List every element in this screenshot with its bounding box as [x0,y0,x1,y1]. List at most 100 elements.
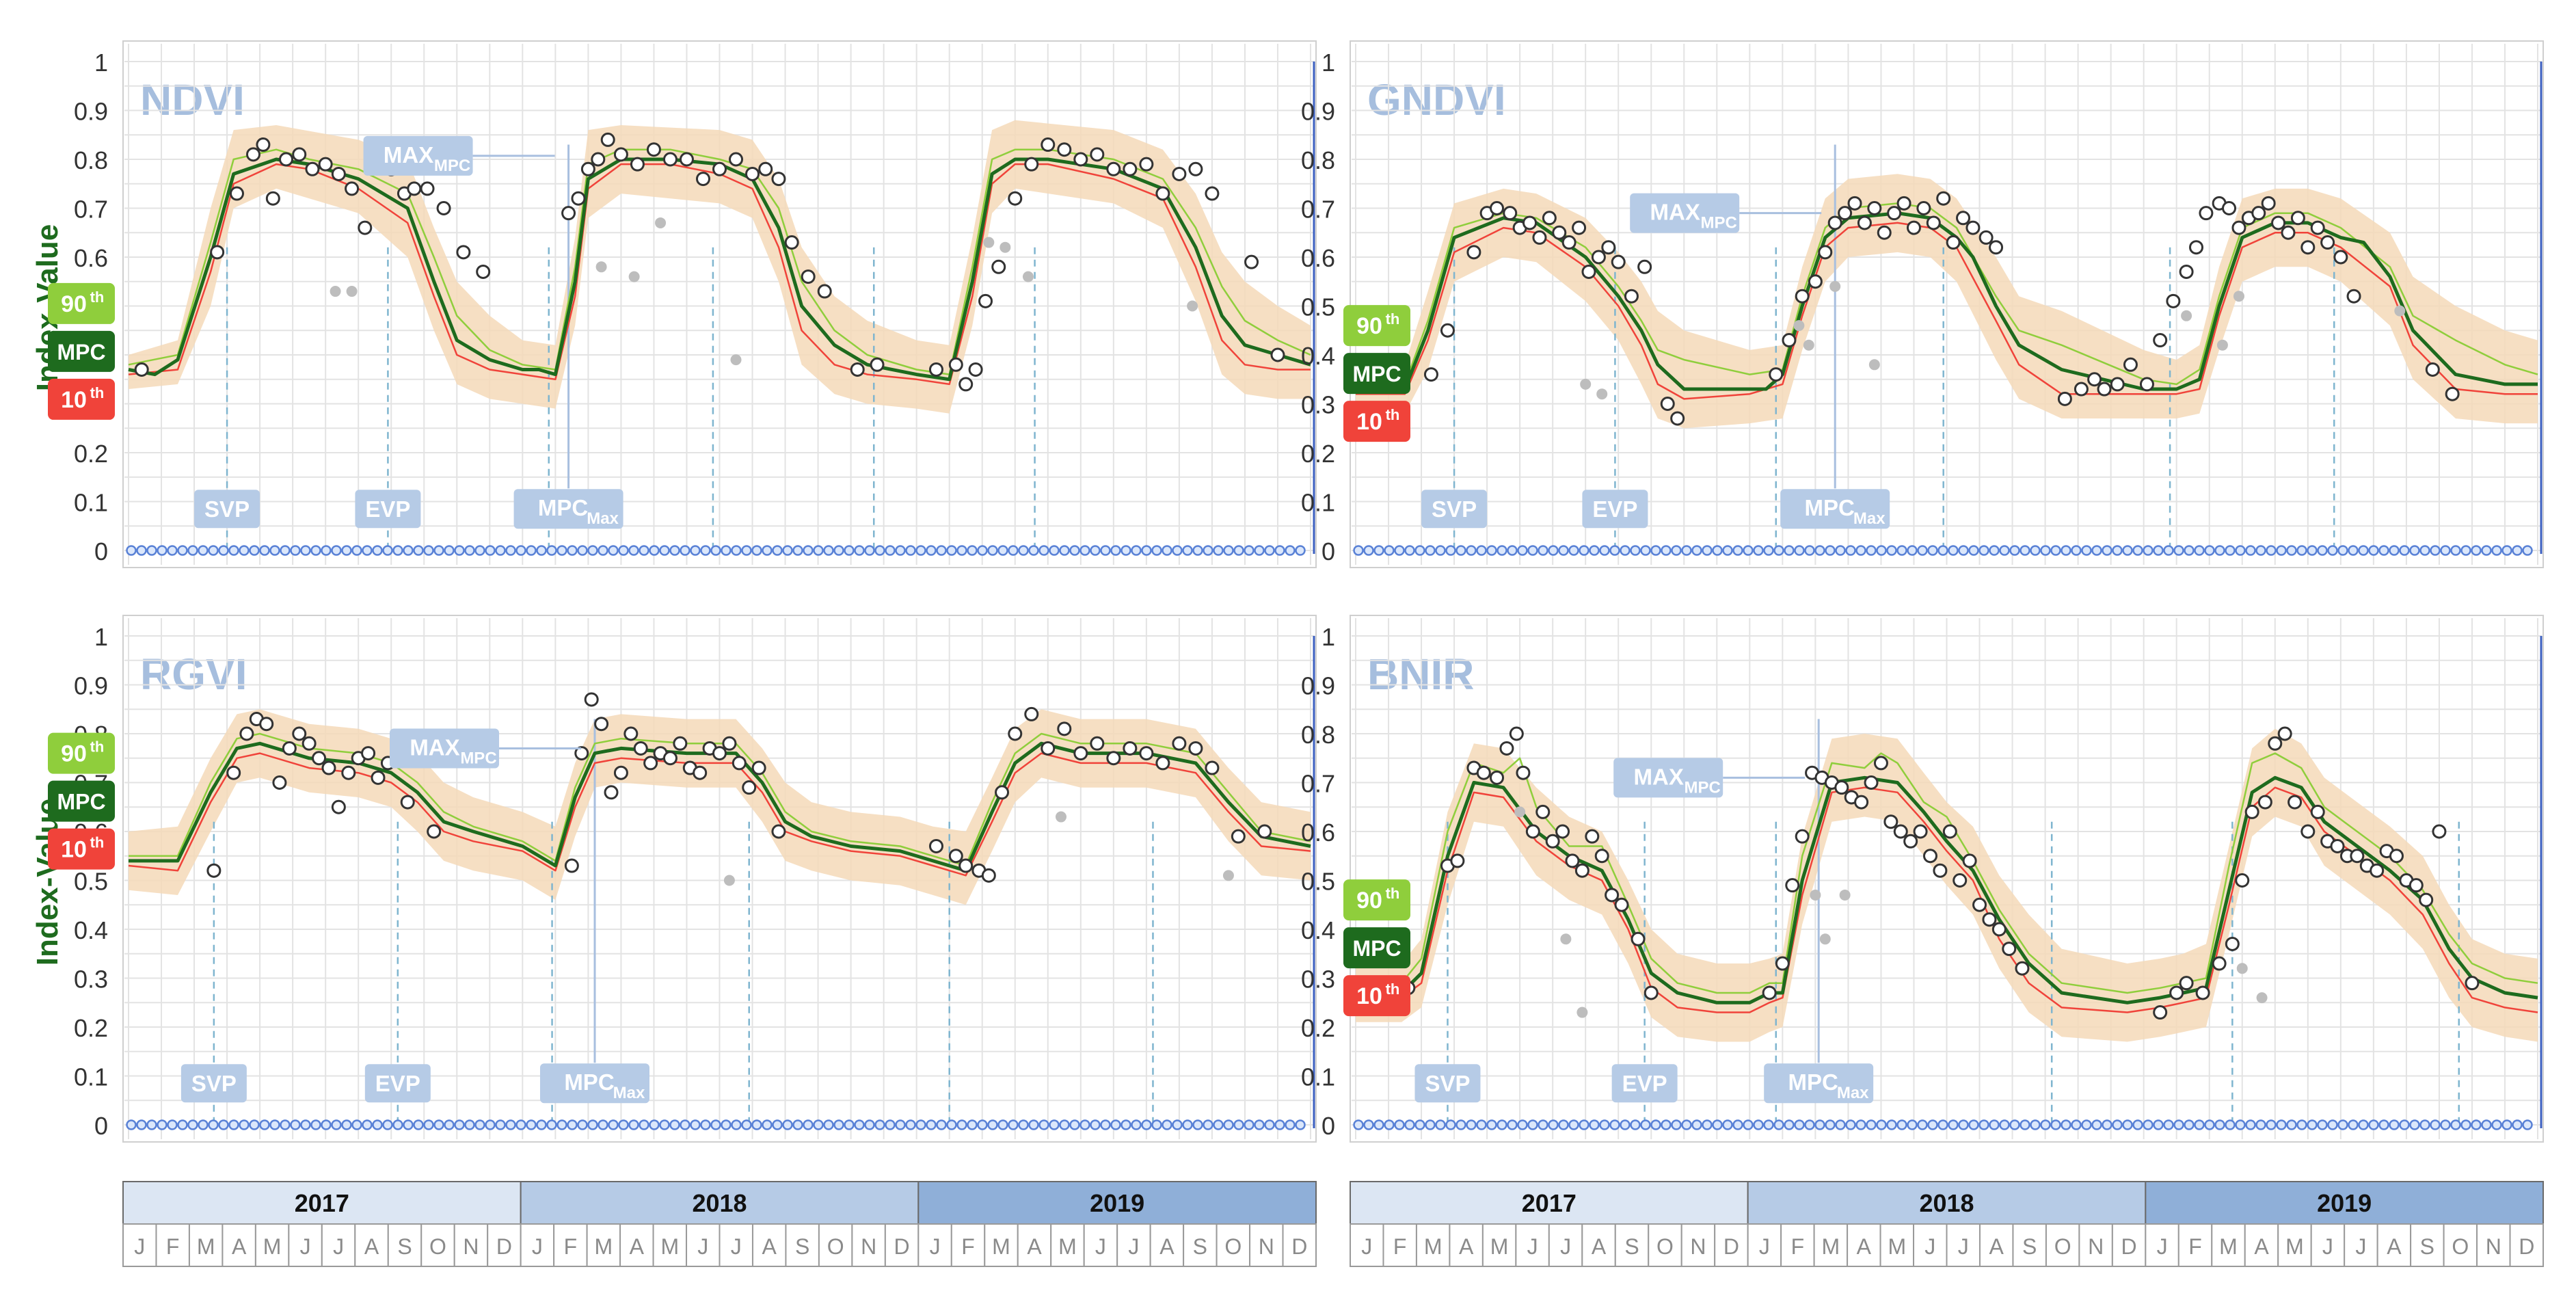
observation-point-gndvi [1936,191,1951,206]
acquisition-marker-bnir [1691,1119,1702,1130]
acquisition-marker-bnir [1948,1119,1959,1130]
acquisition-marker-ndvi [1038,545,1049,556]
observation-point-rgvi [958,858,974,873]
acquisition-marker-bnir [1866,1119,1877,1130]
observation-point-bnir [2310,804,2325,819]
acquisition-marker-ndvi [1274,545,1285,556]
observation-point-gndvi [2333,250,2348,265]
event-label-evp-ndvi: EVP [365,496,410,522]
outlier-point-gndvi [1596,388,1608,400]
y-tick-label-rgvi: 0 [94,1112,108,1140]
acquisition-marker-gndvi [2419,545,2430,556]
max-mpc-label-bg-ndvi [363,135,473,176]
acquisition-marker-ndvi [690,545,701,556]
observation-point-rgvi [1041,741,1056,756]
month-cell-left [188,1223,224,1267]
acquisition-marker-rgvi [146,1119,157,1130]
acquisition-marker-gndvi [2132,545,2143,556]
observation-point-bnir [2330,838,2345,853]
acquisition-marker-gndvi [2143,545,2154,556]
acquisition-marker-bnir [1681,1119,1692,1130]
acquisition-marker-bnir [1794,1119,1805,1130]
month-label-right: N [2088,1234,2104,1259]
observation-point-rgvi [341,765,356,780]
acquisition-marker-rgvi [813,1119,824,1130]
observation-point-ndvi [630,157,645,172]
month-cell-right [2476,1223,2511,1267]
month-cell-right [2376,1223,2412,1267]
acquisition-marker-gndvi [1907,545,1918,556]
observation-point-ndvi [561,206,576,221]
acquisition-marker-bnir [1620,1119,1631,1130]
month-label-left: S [795,1234,809,1259]
acquisition-marker-gndvi [2184,545,2195,556]
acquisition-marker-ndvi [864,545,875,556]
legend-badge-p10-rgvi [48,828,115,870]
observation-point-ndvi [265,191,280,206]
acquisition-marker-ndvi [639,545,649,556]
acquisition-marker-bnir [1650,1119,1661,1130]
outlier-point-ndvi [595,261,607,273]
acquisition-marker-gndvi [2122,545,2133,556]
acquisition-marker-gndvi [1373,545,1384,556]
acquisition-marker-gndvi [2317,545,2328,556]
acquisition-marker-rgvi [577,1119,588,1130]
observation-point-bnir [1953,873,1968,888]
acquisition-marker-rgvi [874,1119,885,1130]
observation-point-gndvi [2179,264,2194,279]
acquisition-marker-ndvi [177,545,188,556]
acquisition-marker-bnir [2399,1119,2410,1130]
observation-point-ndvi [134,362,149,377]
outlier-point-rgvi [1222,870,1234,881]
month-cell-right [1913,1223,1948,1267]
acquisition-marker-rgvi [741,1119,752,1130]
acquisition-marker-gndvi [1497,545,1507,556]
acquisition-marker-bnir [2512,1119,2523,1130]
acquisition-marker-ndvi [803,545,814,556]
observation-point-rgvi [239,726,254,741]
acquisition-marker-bnir [2471,1119,2482,1130]
legend-badge-p90-ndvi [48,282,115,324]
acquisition-marker-bnir [2327,1119,2338,1130]
observation-point-bnir [2195,985,2210,1000]
acquisition-marker-gndvi [2040,545,2051,556]
acquisition-marker-gndvi [2266,545,2277,556]
acquisition-marker-bnir [2491,1119,2502,1130]
month-cell-left [1083,1223,1118,1267]
month-label-left: F [564,1234,578,1259]
acquisition-marker-rgvi [280,1119,291,1130]
max-mpc-label-sub-gndvi: MPC [1701,214,1737,232]
acquisition-marker-bnir [2132,1119,2143,1130]
acquisition-marker-ndvi [1059,545,1070,556]
confidence-band-rgvi [129,709,1311,905]
observation-point-ndvi [729,152,744,167]
acquisition-marker-gndvi [2481,545,2492,556]
month-cell-left [818,1223,853,1267]
max-mpc-label-bg-bnir [1613,758,1723,798]
acquisition-marker-bnir [1845,1119,1856,1130]
acquisition-marker-gndvi [1609,545,1620,556]
acquisition-marker-gndvi [2430,545,2441,556]
observation-point-rgvi [742,780,757,795]
observation-point-bnir [1585,829,1600,844]
acquisition-marker-ndvi [751,545,762,556]
mpc-max-label-sub-ndvi: Max [587,509,619,528]
outlier-point-ndvi [655,217,667,228]
acquisition-marker-bnir [2276,1119,2287,1130]
y-tick-label-bnir: 0.2 [1301,1014,1335,1042]
acquisition-marker-ndvi [1172,545,1183,556]
observation-point-bnir [1854,795,1869,810]
acquisition-marker-gndvi [1835,545,1846,556]
observation-point-bnir [1962,853,1977,868]
acquisition-marker-gndvi [1414,545,1425,556]
observation-point-bnir [2389,849,2404,864]
observation-point-gndvi [1660,397,1675,411]
acquisition-marker-ndvi [444,545,455,556]
acquisition-marker-ndvi [792,545,803,556]
acquisition-marker-ndvi [546,545,557,556]
acquisition-marker-bnir [1661,1119,1672,1130]
observation-point-gndvi [2139,377,2154,392]
acquisition-marker-bnir [1743,1119,1754,1130]
acquisition-marker-gndvi [1722,545,1733,556]
acquisition-marker-gndvi [1825,545,1836,556]
